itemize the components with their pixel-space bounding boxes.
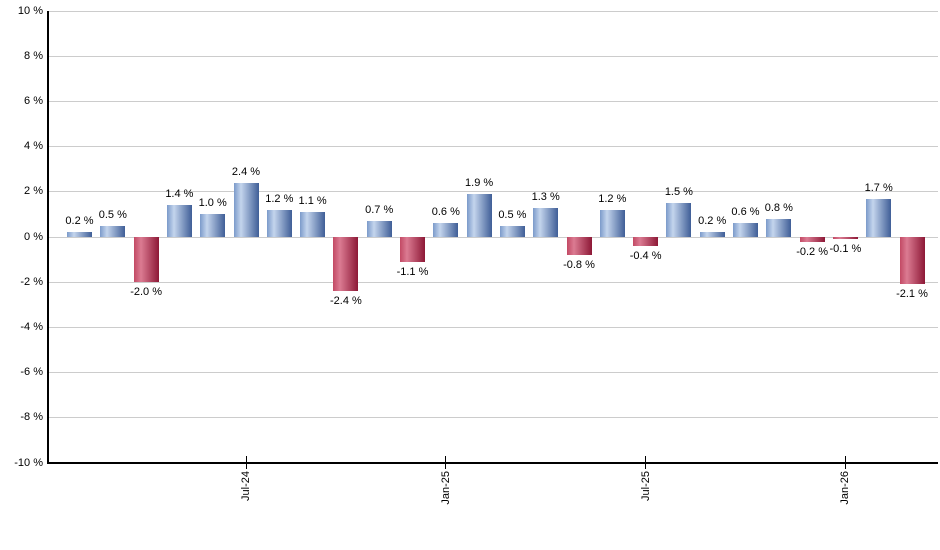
positive-return-bar [166, 205, 192, 237]
bar-value-label: 0.2 % [65, 215, 94, 228]
y-axis-tick-label: 10 % [17, 4, 43, 17]
y-axis-tick-label: 8 % [24, 49, 43, 62]
bar-value-label: 0.6 % [731, 206, 760, 219]
y-gridline [48, 146, 938, 148]
bar-value-label: 1.0 % [198, 197, 227, 210]
x-axis-tick [245, 456, 247, 469]
positive-return-bar [433, 223, 459, 237]
y-axis-tick-label: 0 % [24, 230, 43, 243]
y-gridline [48, 55, 938, 57]
bar-value-label: 1.2 % [598, 192, 627, 205]
y-gridline [48, 236, 938, 238]
y-gridline [48, 10, 938, 12]
bar-value-label: 0.8 % [764, 201, 793, 214]
y-axis-tick-label: -8 % [20, 411, 43, 424]
bar-value-label: -0.1 % [829, 243, 862, 256]
bar-value-label: -2.1 % [896, 288, 928, 301]
bar-value-label: -2.0 % [130, 286, 162, 299]
negative-return-bar [400, 237, 425, 262]
positive-return-bar [733, 223, 758, 237]
negative-return-bar [566, 237, 592, 256]
x-axis-tick-label: Jul-24 [240, 471, 252, 501]
x-axis-line [47, 462, 938, 464]
bar-value-label: 1.2 % [265, 192, 294, 205]
y-axis-tick-label: -6 % [20, 366, 43, 379]
x-axis-tick-label: Jan-25 [439, 471, 452, 505]
y-gridline [48, 281, 938, 283]
positive-return-bar [200, 214, 226, 237]
bar-value-label: 1.4 % [165, 188, 194, 201]
bar-value-label: 1.9 % [465, 177, 494, 190]
y-gridline [48, 326, 938, 328]
bar-value-label: 1.5 % [664, 186, 693, 199]
negative-return-bar [333, 237, 359, 292]
positive-return-bar [699, 232, 725, 237]
bar-value-label: -1.1 % [396, 265, 429, 278]
y-axis-tick-label: -10 % [14, 456, 43, 469]
negative-return-bar [899, 237, 925, 285]
bar-value-label: 1.1 % [298, 195, 327, 208]
x-axis-tick [445, 456, 447, 469]
positive-return-bar [233, 182, 259, 237]
positive-return-bar [533, 207, 559, 237]
negative-return-bar [633, 237, 659, 247]
positive-return-bar [666, 203, 692, 237]
bar-value-label: 0.2 % [698, 215, 727, 228]
negative-return-bar [133, 237, 159, 283]
x-axis-tick [844, 456, 846, 469]
y-gridline [48, 372, 938, 374]
bar-value-label: -0.8 % [563, 259, 595, 272]
y-gridline [48, 191, 938, 193]
positive-return-bar [266, 209, 292, 237]
bar-value-label: 1.3 % [531, 190, 560, 203]
x-axis-tick-label: Jul-25 [639, 471, 652, 501]
bar-value-label: 0.5 % [498, 208, 527, 221]
y-axis-line [47, 11, 49, 464]
positive-return-bar [300, 212, 326, 237]
x-axis-tick [645, 456, 647, 469]
negative-return-bar [799, 237, 825, 242]
bar-value-label: -0.4 % [629, 250, 662, 263]
y-axis-tick-label: 4 % [24, 140, 43, 153]
positive-return-bar [466, 194, 492, 237]
bar-value-label: -0.2 % [796, 245, 828, 258]
x-axis-tick-label: Jan-26 [839, 471, 852, 505]
positive-return-bar [866, 198, 892, 237]
y-axis-tick-label: -2 % [20, 275, 43, 288]
positive-return-bar [766, 218, 792, 237]
positive-return-bar [100, 225, 126, 237]
bar-value-label: 0.7 % [365, 204, 394, 217]
y-axis-tick-label: 2 % [24, 185, 43, 198]
y-gridline [48, 417, 938, 419]
y-axis-tick-label: -4 % [20, 320, 43, 333]
bar-value-label: -2.4 % [329, 295, 362, 308]
bar-value-label: 1.7 % [864, 181, 893, 194]
bar-value-label: 2.4 % [231, 165, 261, 178]
positive-return-bar [366, 221, 392, 237]
negative-return-bar [832, 237, 858, 240]
y-gridline [48, 100, 938, 102]
positive-return-bar [599, 209, 625, 237]
positive-return-bar [499, 225, 525, 237]
bar-value-label: 0.6 % [431, 206, 460, 219]
y-axis-tick-label: 6 % [24, 94, 43, 107]
bar-value-label: 0.5 % [98, 208, 127, 221]
positive-return-bar [67, 232, 92, 237]
